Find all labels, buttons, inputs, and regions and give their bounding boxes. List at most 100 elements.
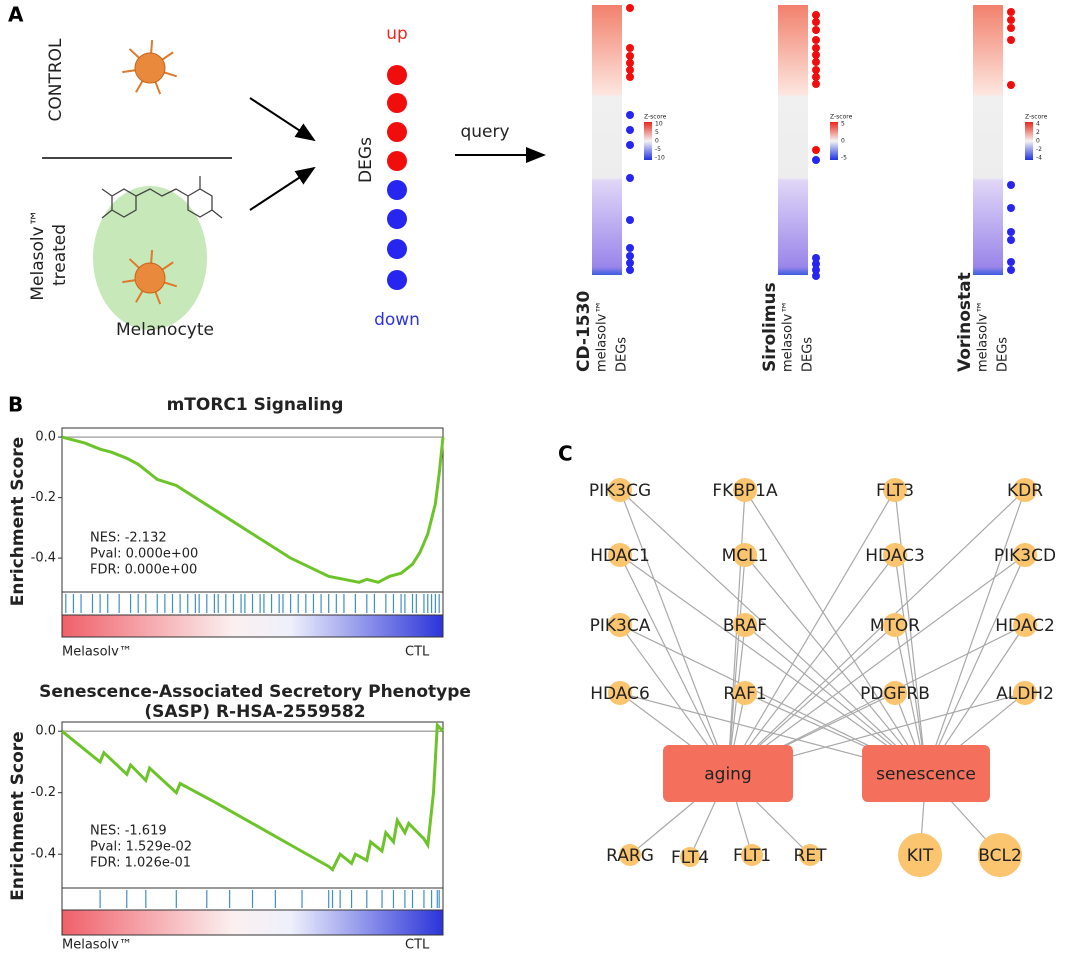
rank-label: CTL [405,645,430,660]
deg-dot [387,151,407,171]
gene-label: PIK3CA [590,616,651,636]
rank-label: Melasolv™ [62,645,132,660]
gene-label: ALDH2 [996,684,1054,704]
legend-title: Z-score [644,114,667,121]
gene-node [680,847,700,867]
gene-label: HDAC6 [590,684,650,704]
gene-label: KDR [1007,481,1043,501]
deg-dot [1007,236,1015,244]
melanocyte [122,250,178,305]
gene-node [1013,681,1037,705]
gene-label: HDAC2 [995,616,1055,636]
deg-dot [1007,81,1015,89]
gene-label: RAF1 [723,684,766,704]
deg-dot [812,80,820,88]
gene-node [608,681,632,705]
legend-tick: 5 [841,121,845,128]
deg-dot [626,66,634,74]
edge [894,489,927,774]
gene-node [1013,543,1037,567]
deg-dot [1007,8,1015,16]
plot-title: (SASP) R-HSA-2559582 [144,702,365,722]
y-tick-label: -0.4 [31,847,56,862]
drug-label: Sirolimus [760,282,780,372]
gene-node [1013,613,1037,637]
rank-gradient [62,910,443,935]
gene-label: BRAF [723,616,767,636]
legend-tick: -10 [655,155,665,162]
deg-dot [1007,36,1015,44]
deg-dot [387,209,407,229]
stat: FDR: 1.026e-01 [90,856,191,871]
gene-node [608,613,632,637]
deg-dot [1007,266,1015,274]
legend-tick: 0 [841,138,845,145]
gene-node [883,681,907,705]
query-label: query [460,122,509,142]
y-tick-label: 0.0 [35,724,56,739]
gene-label: MCL1 [722,546,769,566]
edge [727,554,896,774]
legend-bar [644,122,652,160]
heatmap [778,5,808,275]
deg-dot [812,254,820,262]
deg-dot [1007,228,1015,236]
legend-tick: 5 [655,129,659,136]
gene-node [619,844,641,866]
hub-label: aging [704,765,752,785]
edge [744,554,927,774]
stat: NES: -1.619 [90,824,167,839]
edge [727,554,746,774]
treated-label: Melasolv™ [28,209,48,300]
gene-label: HDAC3 [865,546,925,566]
y-tick-label: -0.2 [31,785,56,800]
deg-dot [626,259,634,267]
edge [727,489,1026,774]
panel-label: B [8,393,23,417]
deg-dot [626,4,634,12]
rank-gradient [62,615,443,637]
gene-node [883,478,907,502]
deg-dot [626,266,634,274]
gene-node [1013,478,1037,502]
deg-dot [812,51,820,59]
legend-tick: -5 [655,146,661,153]
gene-node [733,543,757,567]
gene-label: RARG [606,846,654,866]
legend-title: Z-score [830,114,853,121]
edge [744,489,927,774]
deg-dot [626,174,634,182]
deg-dot [1007,204,1015,212]
edge [619,554,729,774]
deg-dot [387,239,407,259]
deg-dot [1007,181,1015,189]
arrow [249,97,316,142]
es-curve [61,721,445,872]
deg-dot [812,26,820,34]
edge [925,554,1026,774]
gene-label: FLT1 [733,846,771,866]
edge [727,554,1026,774]
es-curve [61,435,445,584]
column-label: DEGs [615,337,630,372]
treated-ellipse [93,186,207,330]
stat: FDR: 0.000e+00 [90,563,197,578]
y-tick-label: 0.0 [35,430,56,445]
up-label: up [386,24,408,44]
deg-dot [626,73,634,81]
gene-label: BCL2 [978,846,1022,866]
hub-node [663,745,793,802]
deg-dot [387,180,407,200]
gene-label: FKBP1A [712,481,778,501]
deg-dot [387,93,407,113]
gene-label: FLT4 [671,848,709,868]
gene-node [898,833,942,877]
y-tick-label: -0.4 [31,551,56,566]
panel-label: C [558,442,573,466]
hub-node [862,745,990,802]
deg-dot [812,36,820,44]
gene-label: RET [794,846,828,866]
melanocyte [122,40,178,95]
deg-dot [626,52,634,60]
column-label: melasolv™ [595,301,610,372]
